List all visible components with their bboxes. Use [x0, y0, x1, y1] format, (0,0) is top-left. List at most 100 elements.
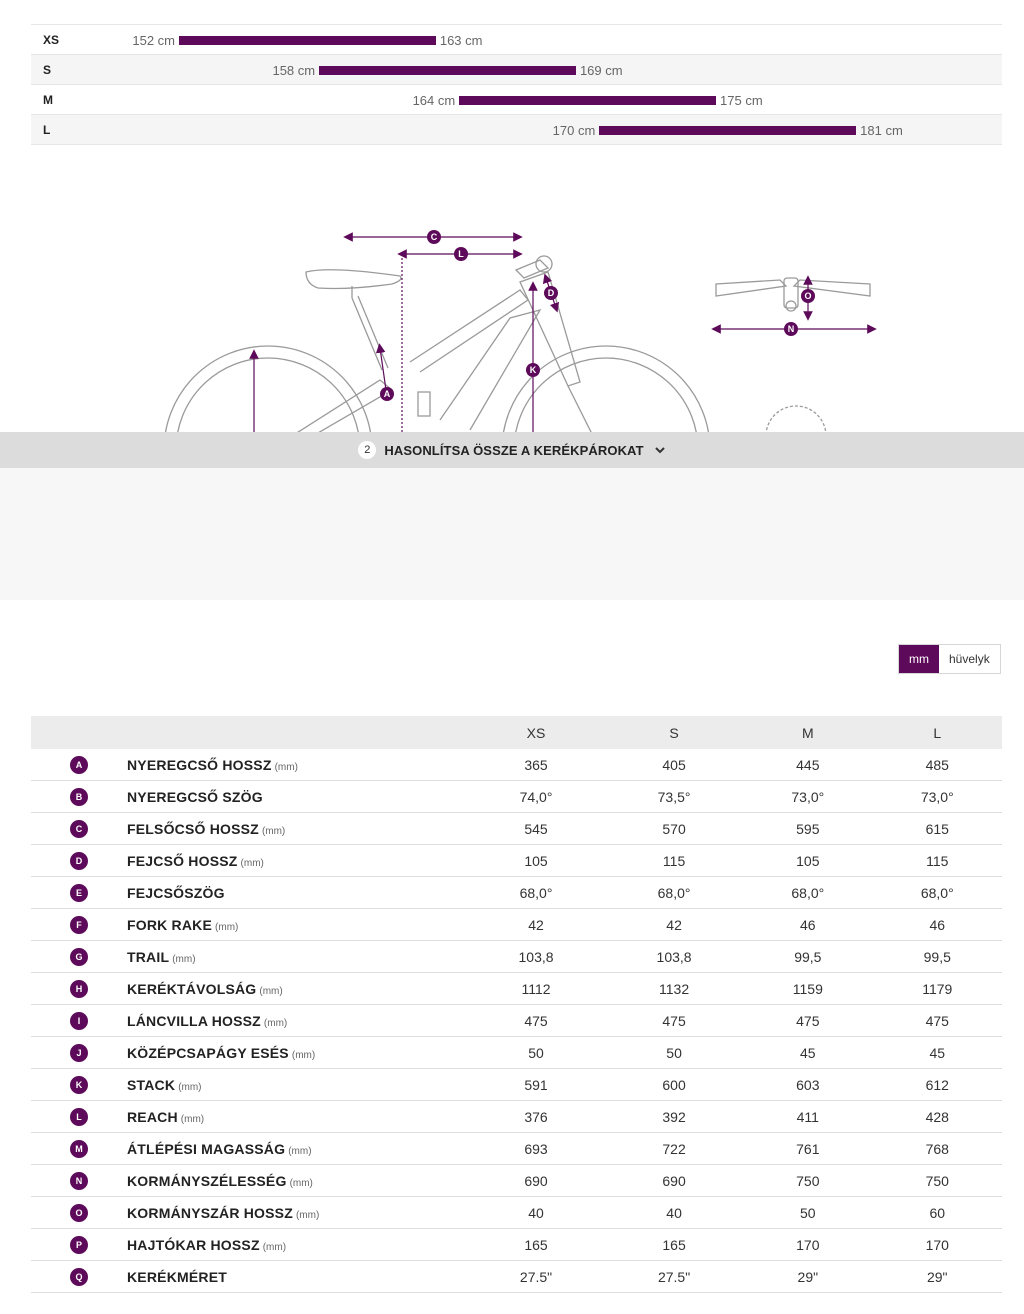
unit-toggle: mm hüvelyk	[898, 644, 1001, 674]
row-param-unit: (mm)	[295, 1209, 320, 1221]
table-row: K STACK (mm) 591 600 603 612	[31, 1068, 1002, 1101]
bike-outline-svg: C L D K A O N	[164, 230, 877, 432]
size-row: S 158 cm 169 cm	[31, 54, 1002, 84]
row-param-name: KERÉKTÁVOLSÁG	[127, 980, 257, 997]
row-param-name: REACH	[127, 1108, 178, 1125]
size-min-height: 158 cm	[272, 63, 316, 78]
row-badge-cell: K	[31, 1068, 127, 1101]
row-name-cell: KORMÁNYSZÉLESSÉG (mm)	[127, 1164, 467, 1197]
row-param-name: HAJTÓKAR HOSSZ	[127, 1236, 260, 1253]
unit-mm-button[interactable]: mm	[899, 645, 939, 673]
row-value: 73,0°	[743, 780, 873, 813]
size-min-height: 164 cm	[412, 93, 456, 108]
row-param-name: FORK RAKE	[127, 916, 213, 933]
row-badge-cell: N	[31, 1164, 127, 1197]
row-badge-cell: B	[31, 780, 127, 813]
row-value: 485	[872, 749, 1002, 781]
row-value: 750	[872, 1164, 1002, 1197]
row-param-unit: (mm)	[288, 1145, 312, 1157]
row-value: 27.5"	[605, 1260, 744, 1293]
svg-text:N: N	[788, 324, 795, 334]
row-badge: C	[70, 820, 88, 838]
row-param-unit: (mm)	[178, 1081, 202, 1093]
table-row: O KORMÁNYSZÁR HOSSZ (mm) 40 40 50 60	[31, 1196, 1002, 1229]
row-value: 600	[605, 1068, 744, 1101]
row-param-name: KÖZÉPCSAPÁGY ESÉS	[127, 1044, 289, 1061]
row-name-cell: FELSŐCSŐ HOSSZ (mm)	[127, 812, 467, 845]
size-range-bar	[179, 36, 436, 45]
front-wheel	[502, 345, 710, 432]
row-name-cell: HAJTÓKAR HOSSZ (mm)	[127, 1228, 467, 1261]
svg-text:K: K	[530, 365, 537, 375]
row-param-name: FELSŐCSŐ HOSSZ	[127, 820, 259, 837]
row-badge-cell: A	[31, 749, 127, 781]
table-row: A NYEREGCSŐ HOSSZ (mm) 365 405 445 485	[31, 749, 1002, 781]
compare-bikes-toggle[interactable]: 2 HASONLÍTSA ÖSSZE A KERÉKPÁROKAT	[0, 432, 1024, 468]
row-value: 411	[743, 1100, 873, 1133]
bike-geometry-diagram: C L D K A O N	[0, 150, 1024, 432]
table-row: E FEJCSŐSZÖG 68,0° 68,0° 68,0° 68,0°	[31, 876, 1002, 909]
row-badge: M	[70, 1140, 88, 1158]
svg-text:C: C	[431, 232, 438, 242]
svg-text:L: L	[458, 249, 464, 259]
dim-badge-d: D	[544, 286, 558, 300]
header-size-xs: XS	[467, 716, 606, 749]
row-param-name: NYEREGCSŐ HOSSZ	[127, 756, 272, 773]
row-param-name: STACK	[127, 1076, 176, 1093]
table-row: B NYEREGCSŐ SZÖG 74,0° 73,5° 73,0° 73,0°	[31, 780, 1002, 813]
row-name-cell: FEJCSŐ HOSSZ (mm)	[127, 844, 467, 877]
row-param-name: FEJCSŐSZÖG	[127, 884, 225, 901]
row-value: 46	[872, 908, 1002, 941]
size-max-height: 163 cm	[439, 33, 483, 48]
row-value: 68,0°	[605, 876, 744, 909]
dim-badge-k: K	[526, 363, 540, 377]
compare-step-number: 2	[358, 441, 377, 459]
row-badge: K	[70, 1076, 88, 1094]
row-value: 1112	[467, 972, 606, 1005]
header-size-l: L	[872, 716, 1002, 749]
table-body: A NYEREGCSŐ HOSSZ (mm) 365 405 445 485 B NYEREGC…	[31, 749, 1002, 1293]
row-value: 115	[605, 844, 744, 877]
row-value: 365	[467, 749, 606, 781]
row-value: 475	[605, 1004, 744, 1037]
svg-text:D: D	[548, 288, 555, 298]
row-name-cell: KÖZÉPCSAPÁGY ESÉS (mm)	[127, 1036, 467, 1069]
row-param-name: TRAIL	[127, 948, 170, 965]
row-value: 761	[743, 1132, 873, 1165]
compare-bikes-label: HASONLÍTSA ÖSSZE A KERÉKPÁROKAT	[384, 442, 644, 458]
table-row: P HAJTÓKAR HOSSZ (mm) 165 165 170 170	[31, 1228, 1002, 1261]
row-badge-cell: O	[31, 1196, 127, 1229]
row-value: 27.5"	[467, 1260, 606, 1293]
row-badge-cell: Q	[31, 1260, 127, 1293]
dim-badge-a: A	[380, 387, 394, 401]
row-badge: G	[70, 948, 88, 966]
compare-panel	[0, 468, 1024, 600]
dim-badge-o: O	[801, 289, 815, 303]
row-name-cell: STACK (mm)	[127, 1068, 467, 1101]
row-param-name: KERÉKMÉRET	[127, 1268, 228, 1285]
row-badge: F	[70, 916, 88, 934]
header-name-col	[127, 716, 467, 749]
row-badge: E	[70, 884, 88, 902]
row-param-unit: (mm)	[215, 921, 239, 933]
row-badge-cell: H	[31, 972, 127, 1005]
row-param-name: LÁNCVILLA HOSSZ	[127, 1012, 261, 1029]
row-badge: H	[70, 980, 88, 998]
size-max-height: 169 cm	[579, 63, 623, 78]
unit-inch-button[interactable]: hüvelyk	[939, 645, 1000, 673]
row-name-cell: KERÉKMÉRET	[127, 1260, 467, 1293]
dim-badge-n: N	[784, 322, 798, 336]
table-row: N KORMÁNYSZÉLESSÉG (mm) 690 690 750 750	[31, 1164, 1002, 1197]
row-param-unit: (mm)	[291, 1049, 316, 1061]
row-value: 1132	[605, 972, 744, 1005]
geometry-table: XS S M L A NYEREGCSŐ HOSSZ (mm) 365 405 445 48…	[31, 716, 1002, 1293]
row-value: 170	[743, 1228, 873, 1261]
size-max-height: 181 cm	[860, 123, 903, 138]
row-param-unit: (mm)	[262, 1241, 287, 1253]
row-badge-cell: M	[31, 1132, 127, 1165]
row-value: 1159	[743, 972, 873, 1005]
row-value: 570	[605, 812, 744, 845]
row-param-name: NYEREGCSŐ SZÖG	[127, 788, 263, 805]
row-value: 376	[467, 1100, 606, 1133]
row-param-unit: (mm)	[289, 1177, 313, 1189]
